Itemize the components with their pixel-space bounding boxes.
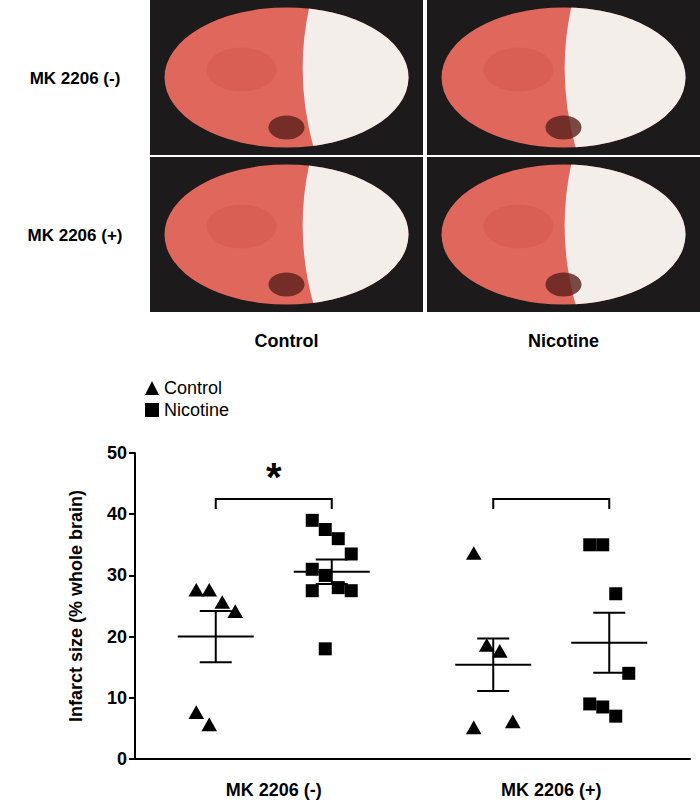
svg-text:MK 2206 (-): MK 2206 (-) [226,780,322,800]
svg-text:Nicotine: Nicotine [164,400,229,420]
svg-text:Control: Control [255,331,319,351]
svg-text:0: 0 [117,749,127,769]
svg-text:10: 10 [107,688,127,708]
svg-text:40: 40 [107,504,127,524]
svg-text:MK 2206 (-): MK 2206 (-) [30,69,121,88]
svg-text:MK 2206 (+): MK 2206 (+) [28,226,123,245]
svg-text:MK 2206 (+): MK 2206 (+) [501,780,602,800]
svg-text:50: 50 [107,443,127,463]
svg-text:Control: Control [164,378,222,398]
svg-text:*: * [266,455,282,499]
svg-text:Nicotine: Nicotine [528,331,599,351]
svg-text:20: 20 [107,627,127,647]
svg-text:Infarct size (% whole brain): Infarct size (% whole brain) [66,490,86,722]
svg-text:30: 30 [107,565,127,585]
